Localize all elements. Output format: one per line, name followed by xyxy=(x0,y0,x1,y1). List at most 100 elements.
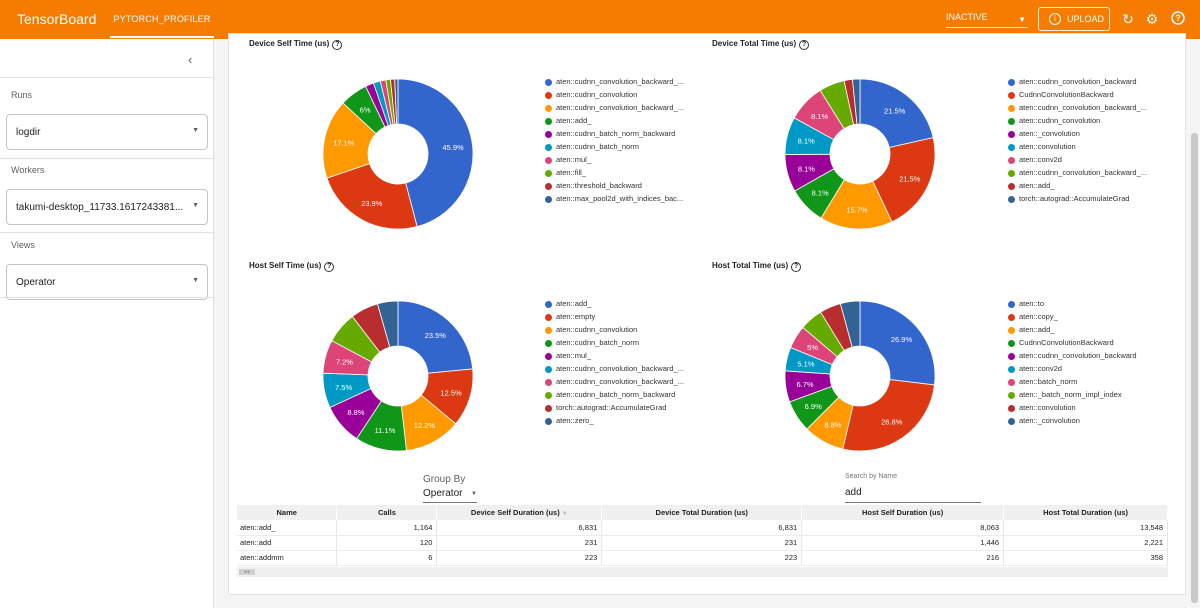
runs-label: Runs xyxy=(11,90,33,100)
legend-label: aten::cudnn_batch_norm xyxy=(556,142,639,151)
legend-label: aten::mul_ xyxy=(556,155,592,164)
legend-label: aten::cudnn_batch_norm_backward xyxy=(556,129,676,138)
pie-slice[interactable] xyxy=(842,379,935,452)
pie-slice[interactable] xyxy=(326,163,418,230)
chart-title-host-total: Host Total Time (us)? xyxy=(712,261,802,272)
help-icon[interactable]: ? xyxy=(799,40,810,50)
inactive-plugins-select[interactable]: INACTIVE ▼ xyxy=(946,12,1028,28)
table-cell: 223 xyxy=(601,550,803,566)
upload-button[interactable]: i UPLOAD xyxy=(1038,7,1110,31)
legend-swatch xyxy=(545,418,552,425)
legend-label: torch::autograd::AccumulateGrad xyxy=(556,403,667,412)
legend-label: aten::_convolution xyxy=(1019,416,1080,425)
pie-slice[interactable] xyxy=(839,300,861,348)
legend-swatch xyxy=(545,105,552,112)
legend-label: aten::cudnn_batch_norm xyxy=(556,338,639,347)
runs-select[interactable]: logdir ▼ xyxy=(6,114,208,150)
pie-slice[interactable] xyxy=(377,300,399,348)
legend-swatch xyxy=(1008,405,1015,412)
help-icon[interactable]: ? xyxy=(791,262,802,272)
pie-slice[interactable] xyxy=(852,78,861,125)
table-cell: 120 xyxy=(336,535,438,551)
legend-swatch xyxy=(1008,340,1015,347)
pie-slice-label: 17.1% xyxy=(333,138,355,147)
legend-label: aten::cudnn_convolution xyxy=(1019,116,1101,125)
workers-select[interactable]: takumi-desktop_11733.1617243381... ▼ xyxy=(6,189,208,225)
table-cell: 13,548 xyxy=(1003,520,1168,536)
table-row[interactable]: aten::addmm 6 223 223 216 358 xyxy=(237,550,1168,566)
group-by-value: Operator xyxy=(423,488,463,499)
pie-slice[interactable] xyxy=(397,78,474,228)
pie-slice-label: 21.5% xyxy=(899,174,921,183)
legend-swatch xyxy=(545,353,552,360)
legend-swatch xyxy=(1008,327,1015,334)
legend-label: aten::_batch_norm_impl_index xyxy=(1019,390,1122,399)
views-select[interactable]: Operator ▼ xyxy=(6,264,208,300)
help-icon[interactable]: ? xyxy=(1170,11,1186,27)
table-cell: 2,221 xyxy=(1003,535,1168,551)
device-self-time-pie[interactable]: 45.9% 23.9% 17.1% 6% xyxy=(322,78,474,230)
table-row[interactable]: aten::add 120 231 231 1,446 2,221 xyxy=(237,535,1168,551)
sort-down-icon: ▼ xyxy=(561,511,568,517)
legend-label: aten::cudnn_convolution_backward_... xyxy=(556,364,685,373)
table-cell: aten::addmm xyxy=(237,550,338,566)
chart-title-host-self: Host Self Time (us)? xyxy=(249,261,335,272)
dropdown-caret-icon: ▼ xyxy=(192,127,199,134)
search-input[interactable]: add xyxy=(845,487,981,503)
column-header-host-total[interactable]: Host Total Duration (us) xyxy=(1003,505,1168,520)
dropdown-caret-icon: ▼ xyxy=(192,202,199,209)
legend-label: aten::empty xyxy=(556,312,596,321)
group-by-select[interactable]: Operator ▼ xyxy=(423,488,477,503)
pie-slice-label: 23.5% xyxy=(425,331,447,340)
svg-text:?: ? xyxy=(1175,13,1181,23)
column-header-device-total[interactable]: Device Total Duration (us) xyxy=(601,505,803,520)
pie-slice-label: 5% xyxy=(807,343,818,352)
pie-slice[interactable] xyxy=(859,300,936,386)
legend-label: aten::fill_ xyxy=(556,168,587,177)
host-self-time-pie[interactable]: 23.5% 12.5% 12.2% 11.1% 8.8% 7.5% 7.2% xyxy=(322,300,474,452)
upload-label: UPLOAD xyxy=(1067,14,1105,24)
chart-title-text: Device Self Time (us) xyxy=(249,39,330,48)
horizontal-scrollbar[interactable]: ◂ ▸ xyxy=(237,567,1168,577)
pie-slice[interactable] xyxy=(394,78,399,125)
table-cell: 231 xyxy=(436,535,603,551)
host-total-time-pie[interactable]: 26.9% 26.8% 8.8%6.9% 6.7% 5.1% 5% xyxy=(784,300,936,452)
gear-icon[interactable]: ⚙ xyxy=(1145,11,1159,27)
table-row[interactable]: aten::add_ 1,164 6,831 6,831 8,063 13,548 xyxy=(237,520,1168,536)
info-icon: i xyxy=(1049,13,1061,25)
legend-swatch xyxy=(1008,379,1015,386)
vertical-scrollbar[interactable] xyxy=(1191,133,1198,603)
dropdown-caret-icon: ▼ xyxy=(192,277,199,284)
legend-label: aten::threshold_backward xyxy=(556,181,642,190)
app-title[interactable]: TensorBoard xyxy=(17,11,97,27)
pie-slice-label: 26.9% xyxy=(891,335,913,344)
legend-label: aten::cudnn_batch_norm_backward xyxy=(556,390,676,399)
chevron-left-icon[interactable]: ‹ xyxy=(188,52,193,67)
pie-slice-label: 26.8% xyxy=(881,418,903,427)
scroll-arrows-icon[interactable]: ◂ ▸ xyxy=(239,569,255,575)
dropdown-caret-icon: ▼ xyxy=(471,491,477,497)
pie-slice[interactable] xyxy=(872,137,936,223)
legend-label: aten::cudnn_convolution_backward_... xyxy=(1019,103,1148,112)
column-header-device-self[interactable]: Device Self Duration (us) ▼ xyxy=(436,505,603,520)
pie-slice[interactable] xyxy=(397,300,474,374)
column-header-calls[interactable]: Calls xyxy=(336,505,438,520)
table-cell: 6,831 xyxy=(436,520,603,536)
legend-label: aten::cudnn_convolution_backward xyxy=(1019,77,1137,86)
legend-swatch xyxy=(545,196,552,203)
help-icon[interactable]: ? xyxy=(324,262,335,272)
column-header-name[interactable]: Name xyxy=(237,505,338,520)
help-icon[interactable]: ? xyxy=(332,40,343,50)
tab-pytorch-profiler[interactable]: PYTORCH_PROFILER xyxy=(110,0,214,39)
legend-label: torch::autograd::AccumulateGrad xyxy=(1019,194,1130,203)
legend-swatch xyxy=(1008,314,1015,321)
legend-label: aten::cudnn_convolution_backward_... xyxy=(556,377,685,386)
pie-slice[interactable] xyxy=(859,78,934,148)
refresh-icon[interactable]: ↻ xyxy=(1122,11,1134,27)
legend-label: aten::conv2d xyxy=(1019,155,1062,164)
device-total-time-pie[interactable]: 21.5% 21.5% 15.7% 8.1% 8.1% 8.1% 8.1% xyxy=(784,78,936,230)
column-header-host-self[interactable]: Host Self Duration (us) xyxy=(801,505,1005,520)
legend-swatch xyxy=(1008,131,1015,138)
table-header-row: Name Calls Device Self Duration (us) ▼ D… xyxy=(237,505,1168,520)
legend-swatch xyxy=(1008,144,1015,151)
